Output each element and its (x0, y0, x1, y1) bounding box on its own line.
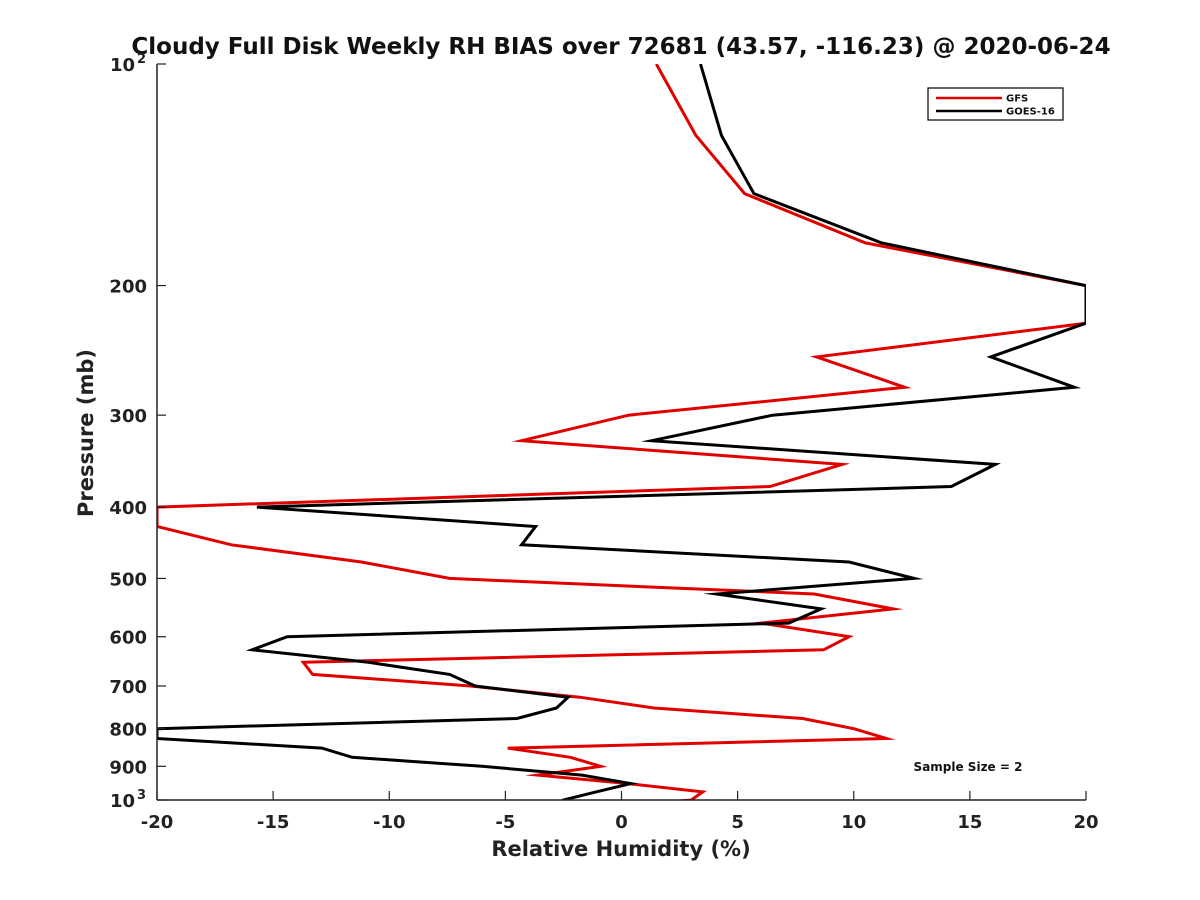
y-tick-label: 800 (109, 720, 147, 741)
legend-label-goes-16: GOES-16 (1006, 107, 1055, 118)
series-line-gfs (157, 64, 1086, 800)
legend-label-gfs: GFS (1006, 94, 1028, 105)
y-axis-label: Pressure (mb) (74, 349, 98, 517)
legend-box (927, 87, 1064, 121)
chart-title: Cloudy Full Disk Weekly RH BIAS over 726… (131, 34, 1110, 60)
y-tick-label: 300 (109, 406, 147, 427)
y-tick-exponent: 3 (137, 788, 146, 803)
x-tick-label: -10 (373, 812, 406, 833)
x-axis-label: Relative Humidity (%) (491, 837, 750, 861)
y-tick-exponent: 2 (137, 52, 146, 67)
legend: GFS GOES-16 (927, 87, 1064, 121)
y-tick-label: 900 (109, 757, 147, 778)
y-tick-label: 600 (109, 628, 147, 649)
y-tick-label: 500 (109, 569, 147, 590)
x-tick-label: -20 (141, 812, 174, 833)
x-tick-label: 20 (1073, 812, 1098, 833)
x-tick-label: -5 (495, 812, 515, 833)
x-tick-label: 5 (731, 812, 744, 833)
y-tick-label: 10 (110, 55, 135, 76)
x-tick-label: 15 (957, 812, 982, 833)
series-group (157, 64, 1086, 800)
x-tick-label: -15 (257, 812, 290, 833)
y-tick-label: 200 (109, 277, 147, 298)
x-tick-label: 0 (615, 812, 628, 833)
y-tick-label: 10 (110, 791, 135, 812)
sample-size-annotation: Sample Size = 2 (914, 760, 1023, 774)
series-line-goes-16 (157, 64, 1086, 800)
y-tick-label: 700 (109, 677, 147, 698)
y-tick-label: 400 (109, 498, 147, 519)
x-tick-label: 10 (841, 812, 866, 833)
